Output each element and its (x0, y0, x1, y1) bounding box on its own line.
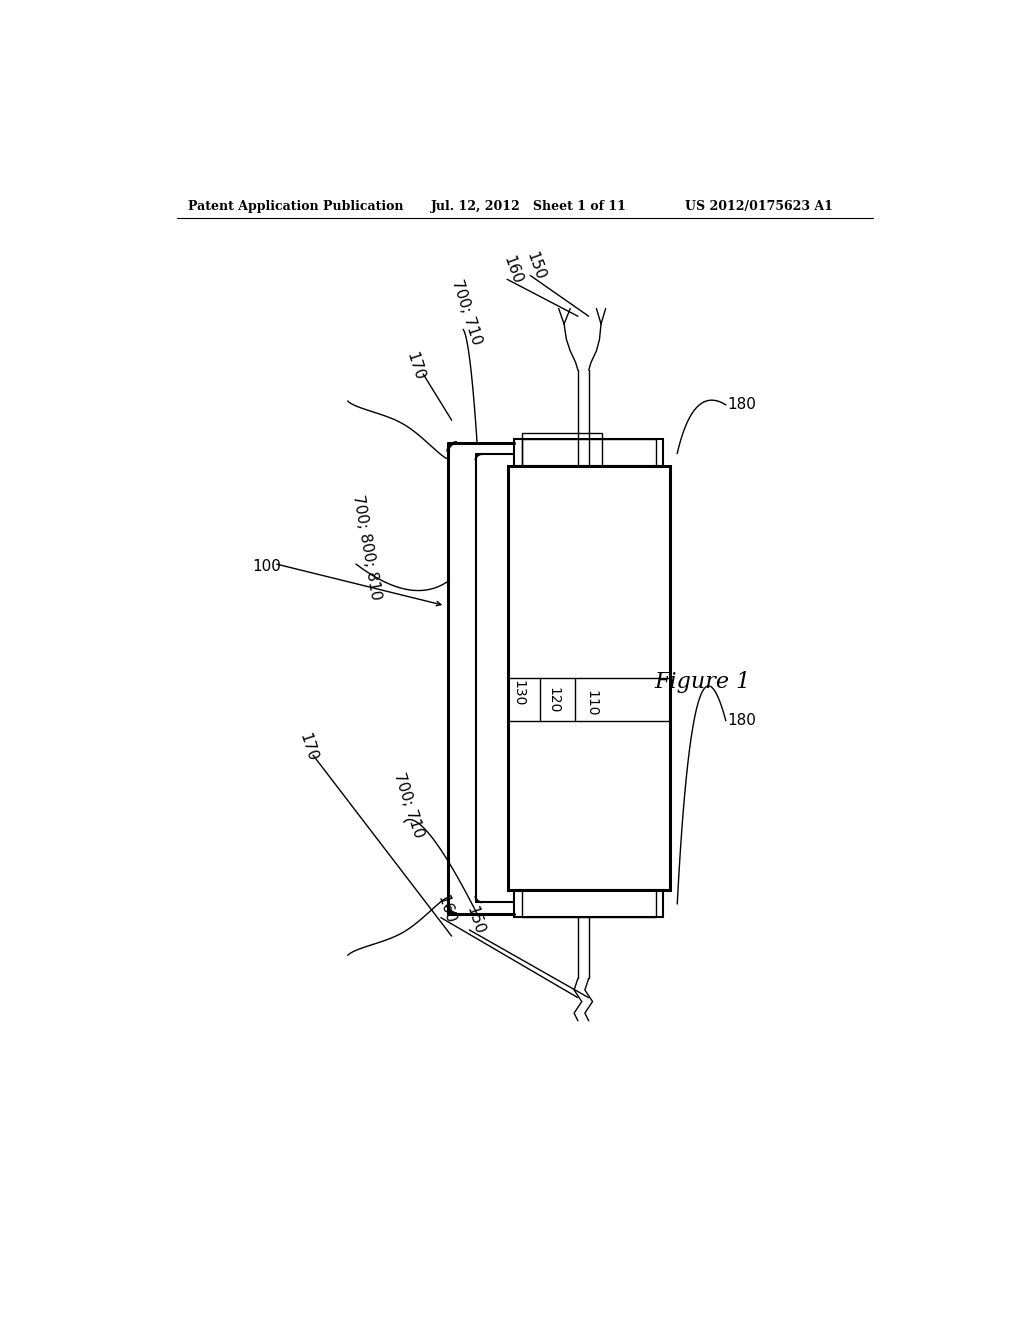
Text: 170: 170 (403, 350, 427, 383)
Bar (521, 440, 655, 466)
Bar (521, 433, 602, 466)
Text: US 2012/0175623 A1: US 2012/0175623 A1 (685, 199, 833, 213)
Text: 180: 180 (727, 713, 756, 729)
Bar (521, 890, 655, 917)
Text: 100: 100 (252, 558, 282, 574)
Text: Jul. 12, 2012   Sheet 1 of 11: Jul. 12, 2012 Sheet 1 of 11 (431, 199, 627, 213)
Text: 180: 180 (727, 397, 756, 412)
Text: 120: 120 (547, 686, 560, 713)
Text: 160: 160 (500, 253, 524, 286)
Bar (514, 890, 664, 917)
Text: 110: 110 (585, 690, 599, 717)
Text: Figure 1: Figure 1 (654, 671, 751, 693)
Text: 150: 150 (463, 904, 486, 937)
Text: 150: 150 (523, 249, 547, 282)
Text: 170: 170 (296, 731, 319, 763)
Text: 700; 710: 700; 710 (391, 771, 426, 840)
Text: Patent Application Publication: Patent Application Publication (188, 199, 403, 213)
Bar (514, 440, 664, 466)
Text: 700; 800; 810: 700; 800; 810 (350, 494, 383, 601)
Text: 700; 710: 700; 710 (449, 279, 483, 347)
Text: 160: 160 (435, 894, 458, 925)
Bar (508, 466, 670, 890)
Text: 130: 130 (512, 680, 525, 706)
